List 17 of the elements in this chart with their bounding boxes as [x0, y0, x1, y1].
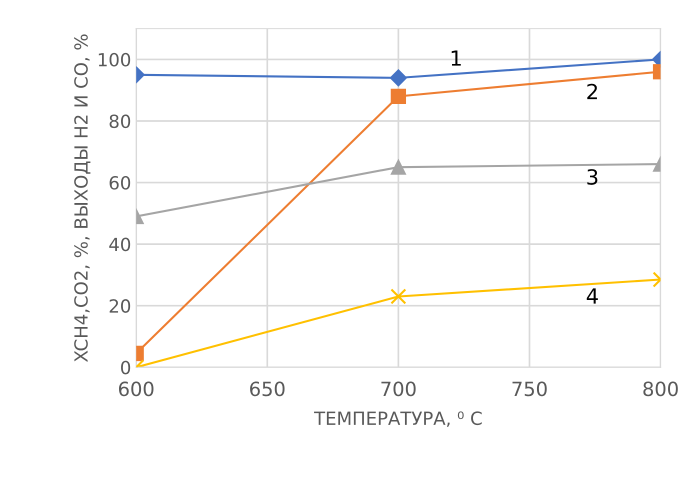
- series-label: 2: [587, 84, 597, 100]
- y-tick-label: 0: [121, 360, 130, 374]
- x-tick-label: 700: [381, 382, 416, 396]
- x-tick-label: 800: [643, 382, 678, 396]
- y-tick-label: 20: [110, 299, 130, 313]
- y-axis-title: XCH4,CO2, %, ВЫХОДЫ H2 И CO, %: [74, 34, 90, 362]
- series-label: 3: [587, 169, 598, 185]
- x-tick-label: 750: [512, 382, 547, 396]
- x-tick-label: 650: [250, 382, 285, 396]
- series-label: 1: [452, 50, 461, 66]
- series-label: 4: [586, 288, 598, 304]
- y-tick-label: 80: [110, 114, 130, 128]
- x-tick-label: 600: [119, 382, 154, 396]
- x-axis-title: ТЕМПЕРАТУРА, ⁰ C: [314, 411, 482, 427]
- y-tick-label: 100: [98, 52, 130, 67]
- y-tick-label: 40: [109, 238, 130, 252]
- y-tick-label: 60: [110, 176, 130, 190]
